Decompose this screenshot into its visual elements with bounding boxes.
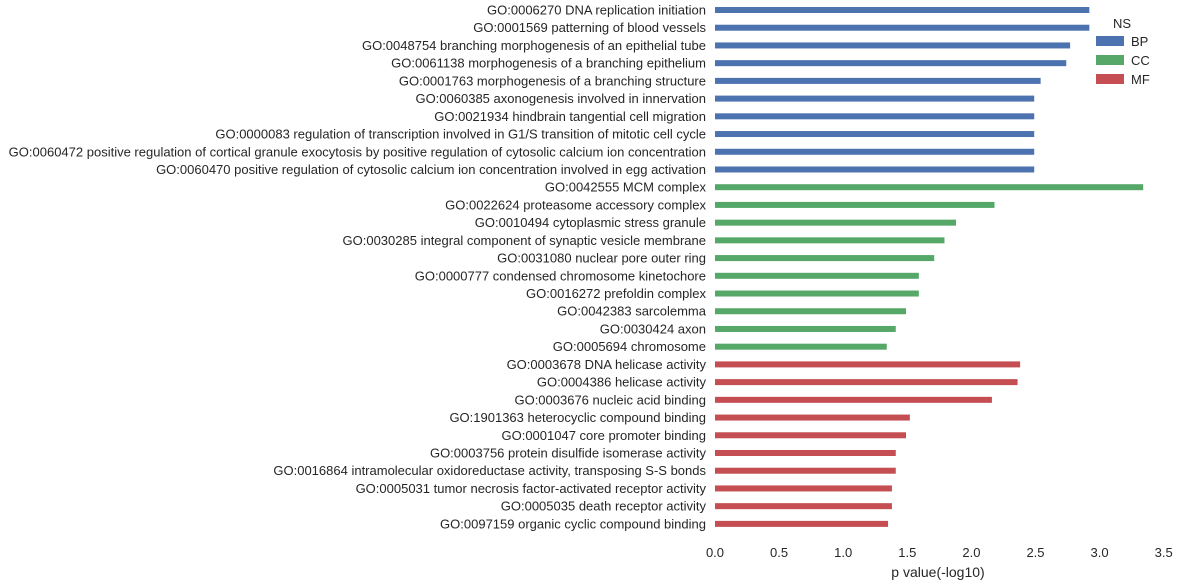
bar: [715, 325, 896, 332]
bar: [715, 503, 892, 510]
bar: [715, 184, 1144, 191]
x-tick-label: 2.0: [962, 545, 980, 560]
legend-swatch-bp: [1096, 36, 1124, 46]
legend-label: CC: [1131, 53, 1150, 68]
category-label: GO:0005031 tumor necrosis factor-activat…: [356, 481, 707, 496]
bar: [715, 520, 889, 527]
category-label: GO:0005694 chromosome: [553, 339, 706, 354]
category-label: GO:0042555 MCM complex: [545, 180, 707, 195]
category-label: GO:0001047 core promoter binding: [501, 428, 706, 443]
legend: NS BP CC MF: [1096, 16, 1150, 87]
x-tick-label: 3.5: [1155, 545, 1173, 560]
category-label: GO:0003678 DNA helicase activity: [507, 357, 707, 372]
bar: [715, 343, 887, 350]
bars-group: [715, 7, 1144, 527]
category-label: GO:1901363 heterocyclic compound binding: [449, 410, 706, 425]
bar: [715, 450, 896, 456]
bar: [715, 95, 1035, 102]
bar: [715, 255, 935, 262]
bar: [715, 42, 1071, 49]
x-tick-label: 3.0: [1091, 545, 1109, 560]
category-label: GO:0060472 positive regulation of cortic…: [9, 144, 706, 159]
bar: [715, 414, 910, 421]
bar: [715, 272, 919, 279]
x-tick-label: 1.5: [898, 545, 916, 560]
bar: [715, 24, 1090, 31]
bar: [715, 166, 1035, 173]
category-label: GO:0003756 protein disulfide isomerase a…: [430, 446, 707, 461]
bar: [715, 7, 1090, 13]
legend-swatch-mf: [1096, 74, 1124, 84]
legend-label: BP: [1131, 34, 1148, 49]
category-label: GO:0000083 regulation of transcription i…: [215, 127, 706, 142]
bar: [715, 290, 919, 297]
legend-title: NS: [1113, 16, 1131, 31]
bar: [715, 379, 1018, 386]
legend-swatch-cc: [1096, 55, 1124, 65]
category-label: GO:0030424 axon: [600, 321, 706, 336]
category-label: GO:0016864 intramolecular oxidoreductase…: [273, 463, 706, 478]
category-label: GO:0001763 morphogenesis of a branching …: [399, 73, 706, 88]
category-label: GO:0004386 helicase activity: [537, 375, 707, 390]
legend-label: MF: [1131, 72, 1150, 87]
bar: [715, 60, 1067, 67]
category-label: GO:0005035 death receptor activity: [501, 499, 707, 514]
category-label: GO:0016272 prefoldin complex: [526, 286, 706, 301]
x-tick-label: 2.5: [1026, 545, 1044, 560]
bar: [715, 467, 896, 474]
category-label: GO:0030285 integral component of synapti…: [343, 233, 706, 248]
x-tick-label: 0.0: [706, 545, 724, 560]
category-label: GO:0060470 positive regulation of cytoso…: [156, 162, 706, 177]
category-label: GO:0022624 proteasome accessory complex: [445, 197, 706, 212]
x-tick-labels-group: 0.0 0.5 1.0 1.5 2.0 2.5 3.0 3.5: [706, 545, 1173, 560]
category-label: GO:0010494 cytoplasmic stress granule: [475, 215, 706, 230]
bar: [715, 131, 1035, 138]
bar: [715, 219, 957, 226]
category-label: GO:0006270 DNA replication initiation: [487, 3, 706, 18]
category-label: GO:0031080 nuclear pore outer ring: [497, 251, 706, 266]
category-label: GO:0061138 morphogenesis of a branching …: [391, 56, 706, 71]
category-label: GO:0048754 branching morphogenesis of an…: [362, 38, 706, 53]
bar: [715, 432, 907, 439]
bar: [715, 396, 992, 403]
category-label: GO:0000777 condensed chromosome kinetoch…: [415, 268, 706, 283]
category-label: GO:0001569 patterning of blood vessels: [473, 20, 706, 35]
category-label: GO:0042383 sarcolemma: [557, 304, 707, 319]
bar: [715, 77, 1041, 84]
category-label: GO:0060385 axonogenesis involved in inne…: [415, 91, 706, 106]
category-label: GO:0021934 hindbrain tangential cell mig…: [434, 109, 706, 124]
bar: [715, 237, 945, 244]
x-tick-label: 1.0: [834, 545, 852, 560]
bar: [715, 361, 1021, 368]
x-tick-label: 0.5: [770, 545, 788, 560]
bar: [715, 485, 892, 492]
category-label: GO:0003676 nucleic acid binding: [514, 392, 706, 407]
bar: [715, 201, 995, 208]
bar: [715, 308, 907, 315]
bar: [715, 113, 1035, 120]
category-label: GO:0097159 organic cyclic compound bindi…: [440, 516, 706, 531]
x-axis-label: p value(-log10): [891, 564, 984, 580]
bar: [715, 148, 1035, 155]
category-labels-group: GO:0006270 DNA replication initiation GO:…: [9, 3, 707, 532]
